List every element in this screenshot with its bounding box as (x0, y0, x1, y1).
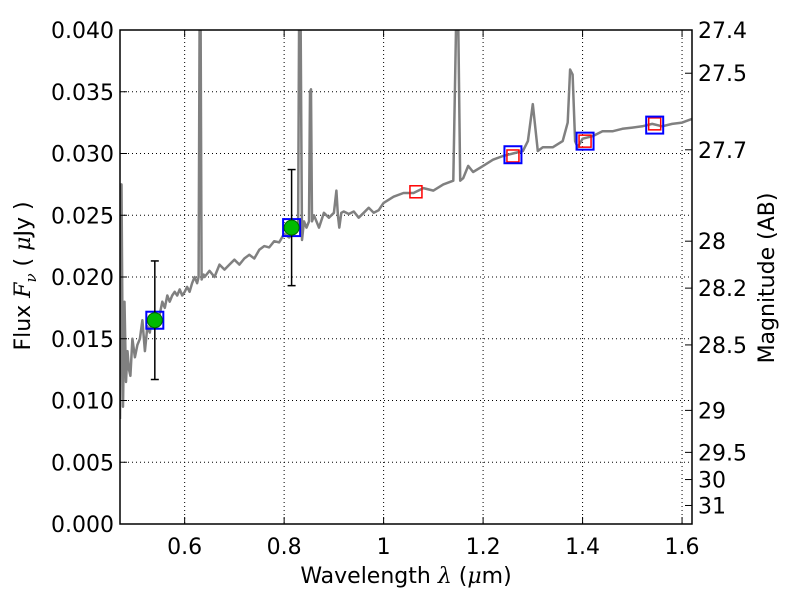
y-tick-label: 0.035 (51, 81, 114, 106)
y2-tick-label: 28.5 (698, 334, 747, 359)
y-tick-label: 0.015 (51, 328, 114, 353)
photometry-square-marker (503, 145, 523, 165)
spectrum-line (120, 30, 692, 420)
model-square-marker (578, 134, 592, 148)
y2-tick-label: 31 (698, 494, 726, 519)
y2-tick-label: 28.2 (698, 277, 747, 302)
y-axis-title: Flux Fν ( μJy ) (11, 201, 40, 350)
detection-point (146, 312, 163, 329)
axis-ticks: 0.6 0.8 1 1.2 1.4 1.6 0.000 0.005 0.010 0.015 0.02… (51, 19, 747, 560)
y2-tick-label: 28 (698, 230, 726, 255)
model-square-marker (647, 117, 662, 131)
y-tick-label: 0.040 (51, 19, 114, 44)
y-tick-label: 0.030 (51, 143, 114, 168)
y2-tick-label: 30 (698, 469, 726, 494)
y-tick-label: 0.020 (51, 266, 114, 291)
x-tick-label: 0.8 (267, 535, 302, 560)
photometry-markers (145, 115, 665, 381)
y2-tick-label: 27.4 (698, 19, 747, 44)
x-tick-label: 1.4 (565, 535, 600, 560)
x-axis-title: Wavelength λ (μm) (300, 564, 511, 589)
y-tick-label: 0.025 (51, 204, 114, 229)
y-tick-label: 0.000 (51, 513, 114, 538)
photometry-square-marker (645, 115, 665, 135)
y-tick-label: 0.005 (51, 451, 114, 476)
y2-axis-title: Magnitude (AB) (755, 193, 780, 364)
x-tick-label: 0.6 (167, 535, 202, 560)
model-square-marker (409, 185, 423, 199)
spectrum-series (120, 30, 692, 420)
model-square-marker (506, 149, 520, 163)
y-tick-label: 0.010 (51, 390, 114, 415)
y2-tick-label: 27.7 (698, 139, 747, 164)
photometry-square-marker (575, 131, 595, 151)
detection-point (283, 219, 300, 236)
y2-tick-label: 29.5 (698, 441, 747, 466)
x-tick-label: 1.2 (466, 535, 501, 560)
y2-tick-label: 27.5 (698, 62, 747, 87)
x-tick-label: 1.6 (665, 535, 700, 560)
x-tick-label: 1 (377, 535, 391, 560)
y2-tick-label: 29 (698, 399, 726, 424)
